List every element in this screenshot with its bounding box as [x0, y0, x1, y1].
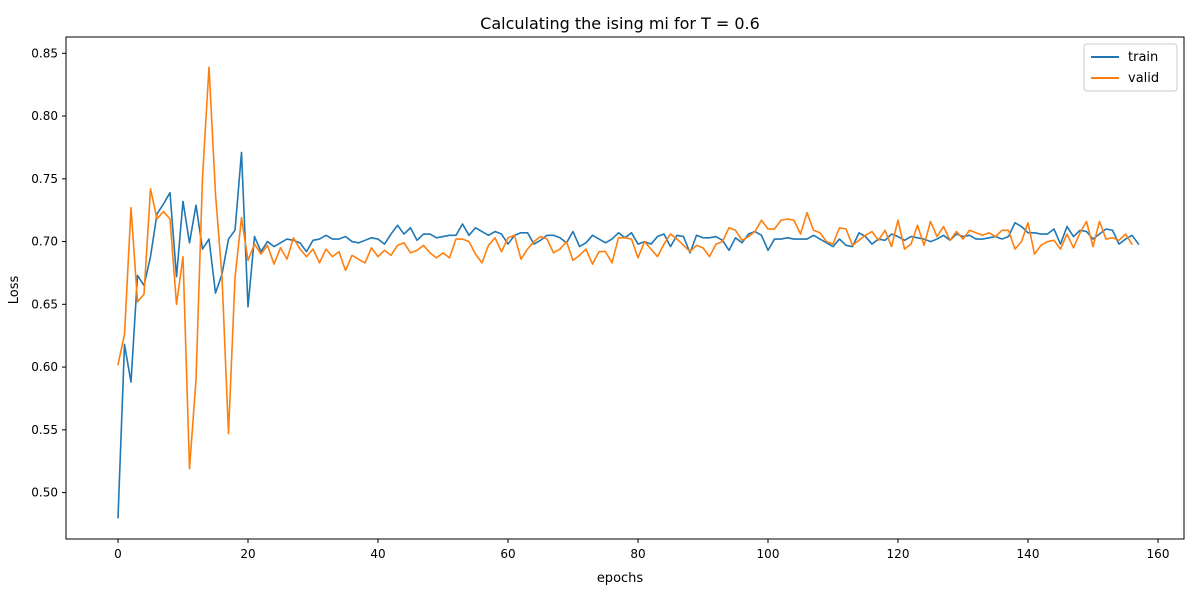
legend-label-train: train: [1128, 50, 1158, 65]
x-tick-label: 140: [1017, 547, 1040, 561]
y-tick-label: 0.55: [31, 423, 58, 437]
series-line-train: [117, 151, 1140, 519]
x-tick-label: 80: [630, 547, 645, 561]
plot-frame: [65, 36, 1185, 540]
legend-box: [1083, 43, 1178, 92]
x-tick-label: 0: [114, 547, 122, 561]
x-tick-label: 20: [240, 547, 255, 561]
x-axis: 0 20 40 60 80 100 120 140 160: [114, 539, 1169, 561]
y-tick-label: 0.50: [31, 486, 58, 500]
series-line-valid: [117, 66, 1133, 470]
legend: train valid: [1083, 43, 1178, 92]
y-tick-label: 0.60: [31, 360, 58, 374]
y-tick-label: 0.80: [31, 109, 58, 123]
chart-title: Calculating the ising mi for T = 0.6: [480, 14, 760, 33]
x-tick-label: 120: [887, 547, 910, 561]
x-axis-label: epochs: [597, 571, 644, 586]
legend-label-valid: valid: [1128, 71, 1159, 86]
y-tick-label: 0.75: [31, 172, 58, 186]
y-tick-label: 0.70: [31, 235, 58, 249]
y-tick-label: 0.85: [31, 46, 58, 60]
y-tick-label: 0.65: [31, 297, 58, 311]
x-tick-label: 100: [757, 547, 780, 561]
x-tick-label: 60: [500, 547, 515, 561]
x-tick-label: 160: [1147, 547, 1170, 561]
series-layer: [117, 66, 1140, 519]
y-axis: 0.50 0.55 0.60 0.65 0.70 0.75 0.80 0.85: [31, 46, 66, 500]
x-tick-label: 40: [370, 547, 385, 561]
y-axis-label: Loss: [7, 276, 22, 305]
